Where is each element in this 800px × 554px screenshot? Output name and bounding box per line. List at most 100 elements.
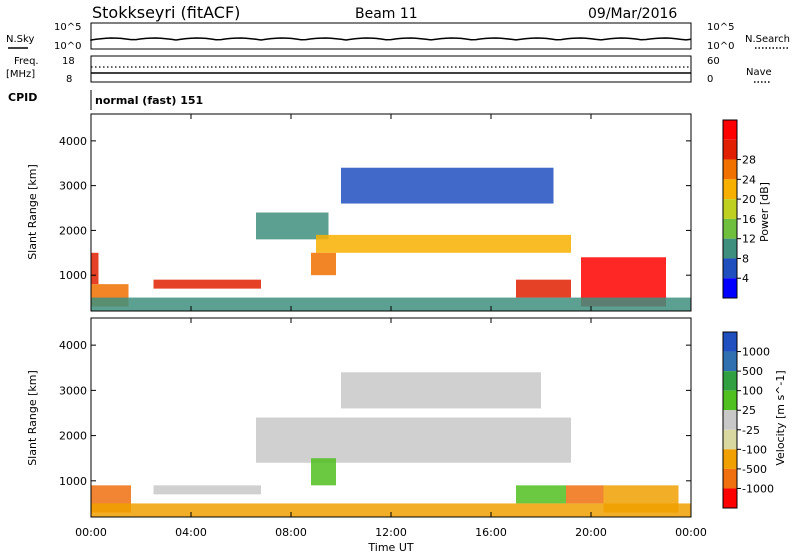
y-tick-label: 1000	[59, 475, 87, 488]
nsky-bottom-tick: 10^0	[54, 41, 81, 52]
x-tick-label: 00:00	[75, 526, 107, 539]
nave-top-tick: 60	[707, 56, 720, 67]
station-title: Stokkseyri (fitACF)	[92, 3, 240, 22]
nsky-series	[90, 37, 692, 41]
power-colorbar-cell	[723, 278, 737, 298]
power-patch	[256, 212, 329, 240]
velocity-colorbar-cell	[723, 332, 737, 352]
freq-bottom-tick: 8	[66, 74, 72, 85]
x-axis-label: Time UT	[367, 541, 413, 554]
nave-label: Nave	[746, 67, 772, 78]
x-tick-label: 08:00	[275, 526, 307, 539]
colorbar-tick-label: 20	[742, 193, 756, 206]
power-patch	[516, 279, 571, 298]
x-tick-label: 00:00	[675, 526, 707, 539]
velocity-patch	[91, 503, 691, 517]
nave-bottom-tick: 0	[707, 74, 713, 85]
power-colorbar-cell	[723, 218, 737, 239]
power-heatmap	[91, 167, 691, 311]
velocity-colorbar-cell	[723, 351, 737, 372]
y-tick-label: 3000	[59, 180, 87, 193]
power-colorbar-cell	[723, 238, 737, 259]
colorbar-tick-label: 25	[742, 404, 756, 417]
power-patch	[91, 252, 99, 285]
velocity-colorbar: 1000 500 100 25 -25 -100 -500 -1000	[722, 331, 774, 509]
freq-strip-frame	[90, 55, 692, 83]
power-y-label: Slant Range [km]	[26, 164, 39, 260]
power-colorbar-cell	[723, 258, 737, 279]
power-colorbar: 4 8 12 16 20 24 28	[722, 119, 756, 299]
nsearch-top-tick: 10^5	[707, 22, 734, 33]
colorbar-tick-label: 24	[742, 173, 756, 186]
x-tick-label: 16:00	[475, 526, 507, 539]
velocity-patch	[256, 417, 571, 463]
y-tick-label: 2000	[59, 430, 87, 443]
velocity-patch	[566, 485, 604, 504]
velocity-colorbar-cell	[723, 488, 737, 508]
nsky-top-tick: 10^5	[54, 22, 81, 33]
colorbar-tick-label: 8	[742, 252, 749, 265]
y-tick-label: 4000	[59, 135, 87, 148]
freq-label: Freq.	[14, 56, 39, 67]
velocity-patch	[311, 458, 336, 486]
colorbar-tick-label: 12	[742, 233, 756, 246]
power-y-axis: 1000 2000 3000 4000	[59, 135, 691, 282]
velocity-patch	[341, 372, 541, 409]
colorbar-tick-label: -500	[742, 463, 767, 476]
colorbar-tick-label: 100	[742, 385, 763, 398]
nsky-strip-frame	[90, 22, 692, 50]
velocity-colorbar-cell	[723, 449, 737, 469]
power-patch	[311, 252, 336, 276]
power-colorbar-label: Power [dB]	[758, 182, 771, 242]
power-patch	[341, 167, 554, 204]
power-colorbar-cell	[723, 199, 737, 219]
freq-unit-label: [MHz]	[6, 69, 35, 80]
y-tick-label: 1000	[59, 269, 87, 282]
velocity-colorbar-cell	[723, 468, 737, 489]
colorbar-tick-label: 1000	[742, 346, 770, 359]
velocity-patch	[153, 485, 261, 495]
y-tick-label: 3000	[59, 384, 87, 397]
colorbar-tick-label: 28	[742, 154, 756, 167]
colorbar-tick-label: 500	[742, 365, 763, 378]
colorbar-tick-label: -25	[742, 424, 760, 437]
colorbar-tick-label: -100	[742, 443, 767, 456]
power-patch	[91, 297, 691, 311]
velocity-colorbar-frame	[722, 331, 738, 509]
velocity-colorbar-cell	[723, 371, 737, 391]
power-colorbar-frame	[722, 119, 738, 299]
velocity-colorbar-cell	[723, 410, 737, 430]
y-tick-label: 4000	[59, 339, 87, 352]
nsearch-bottom-tick: 10^0	[707, 41, 734, 52]
colorbar-tick-label: 4	[742, 272, 749, 285]
x-tick-label: 04:00	[175, 526, 207, 539]
freq-top-tick: 18	[62, 56, 75, 67]
power-colorbar-cell	[723, 179, 737, 200]
power-patch	[153, 279, 261, 289]
velocity-patch	[516, 485, 566, 504]
velocity-colorbar-cell	[723, 390, 737, 411]
power-colorbar-cell	[723, 139, 737, 160]
time-axis: 00:00 04:00 08:00 12:00 16:00 20:00 00:00	[75, 114, 707, 539]
velocity-y-label: Slant Range [km]	[26, 370, 39, 466]
x-tick-label: 20:00	[575, 526, 607, 539]
cpid-value: normal (fast) 151	[95, 94, 203, 107]
velocity-colorbar-label: Velocity [m s^-1]	[774, 370, 787, 465]
velocity-y-axis: 1000 2000 3000 4000	[59, 339, 691, 488]
colorbar-tick-label: 16	[742, 213, 756, 226]
cpid-label: CPID	[8, 91, 37, 104]
nsearch-label: N.Search	[745, 34, 790, 45]
power-patch	[316, 234, 571, 253]
y-tick-label: 2000	[59, 224, 87, 237]
date-title: 09/Mar/2016	[588, 6, 677, 22]
nsky-line	[90, 37, 692, 41]
colorbar-tick-label: -1000	[742, 482, 774, 495]
power-colorbar-cell	[723, 159, 737, 180]
beam-title: Beam 11	[355, 6, 418, 22]
nsky-label: N.Sky	[6, 34, 34, 45]
x-tick-label: 12:00	[375, 526, 407, 539]
power-colorbar-cell	[723, 120, 737, 140]
velocity-colorbar-cell	[723, 429, 737, 450]
velocity-heatmap	[91, 372, 691, 517]
